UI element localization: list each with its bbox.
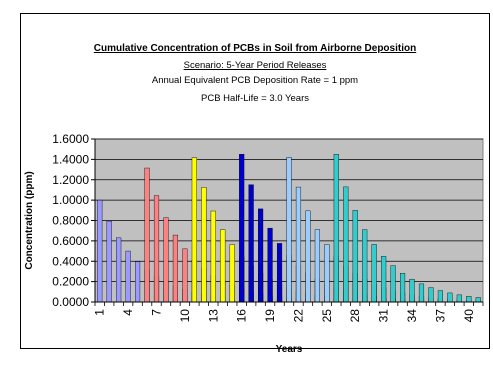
y-axis-label: Concentration (ppm) bbox=[24, 171, 35, 269]
y-tick-label: 1.2000 bbox=[52, 173, 89, 187]
y-tick-label: 0.8000 bbox=[52, 214, 89, 228]
bar bbox=[456, 294, 462, 303]
bar bbox=[295, 186, 302, 303]
bar bbox=[305, 210, 311, 303]
x-tick-label: 7 bbox=[150, 309, 164, 316]
y-tick-label: 1.6000 bbox=[52, 132, 89, 146]
x-tick-label: 19 bbox=[263, 309, 277, 323]
x-tick-label: 4 bbox=[121, 309, 135, 316]
chart-subtitle-scenario: Scenario: 5-Year Period Releases bbox=[183, 60, 327, 71]
bar bbox=[400, 273, 406, 303]
bar bbox=[144, 167, 150, 303]
bar bbox=[163, 217, 169, 303]
bar bbox=[286, 157, 292, 303]
bar bbox=[153, 195, 160, 303]
x-tick-label: 31 bbox=[377, 309, 391, 323]
y-tick-label: 1.0000 bbox=[52, 193, 89, 207]
bar bbox=[371, 244, 377, 303]
bar bbox=[191, 157, 197, 303]
bar bbox=[343, 186, 349, 303]
chart-title: Cumulative Concentration of PCBs in Soil… bbox=[93, 43, 417, 54]
bar bbox=[97, 199, 103, 303]
bar bbox=[466, 296, 472, 303]
bar bbox=[333, 154, 339, 303]
x-tick-label: 37 bbox=[433, 309, 447, 323]
y-tick-label: 0.0000 bbox=[52, 295, 89, 309]
x-tick-label: 34 bbox=[405, 309, 419, 323]
bar bbox=[106, 220, 112, 303]
bar bbox=[314, 229, 320, 303]
y-tick-label: 0.6000 bbox=[52, 234, 89, 248]
bar bbox=[352, 210, 358, 303]
y-tick-label: 0.2000 bbox=[52, 275, 89, 289]
bar bbox=[210, 210, 216, 303]
bar bbox=[116, 237, 122, 303]
chart-subtitle-deposition-rate: Annual Equivalent PCB Deposition Rate = … bbox=[151, 75, 359, 86]
x-tick-label: 28 bbox=[348, 309, 362, 323]
bar bbox=[201, 187, 207, 303]
axes-group: 0.0000 0.2000 0.4000 0.6000 0.8000 1.0000 1.20… bbox=[24, 132, 484, 355]
bar bbox=[324, 244, 330, 303]
bar bbox=[447, 292, 453, 303]
bar bbox=[182, 248, 188, 303]
bar bbox=[135, 261, 141, 303]
bar bbox=[418, 283, 425, 303]
bar bbox=[276, 243, 283, 303]
y-tick-label: 0.4000 bbox=[52, 254, 89, 268]
bar bbox=[381, 256, 387, 303]
bar bbox=[172, 234, 179, 303]
bar bbox=[258, 208, 264, 303]
x-tick-label: 16 bbox=[235, 309, 249, 323]
bar bbox=[437, 290, 443, 303]
x-tick-label: 13 bbox=[206, 309, 220, 323]
bar bbox=[409, 278, 415, 303]
bar bbox=[239, 154, 245, 303]
x-tick-label: 10 bbox=[178, 309, 192, 323]
x-axis-label: Years bbox=[276, 344, 303, 355]
x-tick-label: 1 bbox=[93, 309, 107, 316]
x-tick-label: 22 bbox=[291, 309, 305, 323]
bar bbox=[248, 184, 254, 303]
x-tick-label: 25 bbox=[320, 309, 334, 323]
bar bbox=[267, 227, 273, 303]
bar bbox=[220, 229, 226, 303]
y-tick-label: 1.4000 bbox=[52, 152, 89, 166]
bar bbox=[428, 287, 434, 303]
chart-subtitle-half-life: PCB Half-Life = 3.0 Years bbox=[201, 93, 309, 104]
x-tick-label: 40 bbox=[462, 309, 476, 323]
bar bbox=[390, 265, 396, 303]
bar bbox=[125, 250, 131, 303]
bar bbox=[362, 229, 368, 303]
bar bbox=[229, 244, 235, 303]
bar bbox=[475, 297, 481, 303]
